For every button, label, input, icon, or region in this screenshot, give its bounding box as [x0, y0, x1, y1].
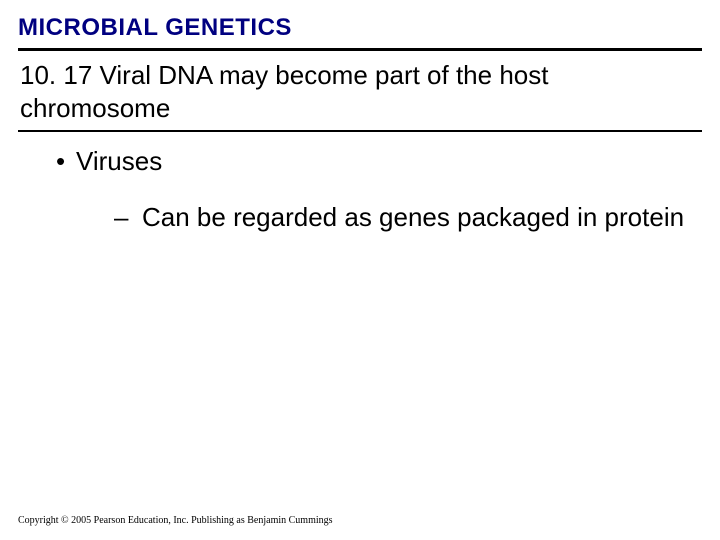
section-title: 10. 17 Viral DNA may become part of the …	[0, 59, 720, 124]
slide-header: MICROBIAL GENETICS	[0, 0, 720, 46]
bullet-marker-icon: •	[56, 146, 76, 177]
chapter-title: MICROBIAL GENETICS	[18, 14, 702, 42]
dash-marker-icon: –	[114, 201, 142, 234]
bullet-text: Can be regarded as genes packaged in pro…	[142, 201, 684, 234]
bullet-level-2: – Can be regarded as genes packaged in p…	[114, 201, 696, 234]
slide: MICROBIAL GENETICS 10. 17 Viral DNA may …	[0, 0, 720, 540]
slide-body: • Viruses – Can be regarded as genes pac…	[0, 146, 720, 234]
bullet-level-1: • Viruses	[56, 146, 696, 177]
bullet-text: Viruses	[76, 146, 162, 177]
header-rule	[18, 48, 702, 51]
section-rule	[18, 130, 702, 132]
copyright-text: Copyright © 2005 Pearson Education, Inc.…	[18, 515, 333, 526]
